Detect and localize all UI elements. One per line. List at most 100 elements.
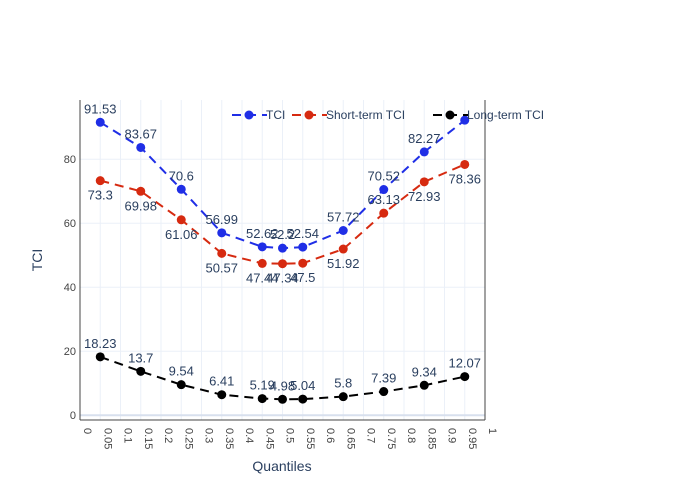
data-label: 63.13 (367, 192, 400, 207)
x-tick-label: 0.95 (466, 428, 478, 449)
data-label: 13.7 (128, 350, 153, 365)
series-0-point (298, 242, 308, 252)
data-label: 9.34 (412, 364, 437, 379)
data-label: 70.52 (367, 169, 400, 184)
legend-label: TCI (266, 108, 285, 122)
series-0-point (217, 228, 227, 238)
data-label: 57.72 (327, 209, 360, 224)
x-tick-label: 0.85 (425, 428, 437, 449)
x-tick-label: 0.7 (365, 428, 377, 443)
y-tick-label: 40 (64, 282, 76, 294)
data-label: 4.98 (270, 378, 295, 393)
data-label: 6.41 (209, 374, 234, 389)
x-tick-label: 0.75 (385, 428, 397, 449)
series-1-point (95, 176, 105, 186)
x-tick-label: 1 (486, 428, 498, 434)
series-2-point (460, 372, 470, 382)
x-tick-label: 0.1 (122, 428, 134, 443)
x-tick-label: 0.4 (243, 428, 255, 443)
data-label: 70.6 (169, 168, 194, 183)
x-tick-label: 0.25 (182, 428, 194, 449)
x-tick-label: 0.6 (324, 428, 336, 443)
series-0-point (136, 142, 146, 152)
data-label: 12.07 (448, 356, 481, 371)
series-2-point (136, 366, 146, 376)
series-0-point (257, 242, 267, 252)
series-2-point (95, 352, 105, 362)
data-label: 51.92 (327, 256, 360, 271)
x-tick-label: 0.15 (142, 428, 154, 449)
x-tick-label: 0 (81, 428, 93, 434)
data-label: 47.5 (290, 270, 315, 285)
x-axis-title: Quantiles (252, 458, 311, 474)
data-label: 18.23 (84, 336, 117, 351)
y-axis-title: TCI (29, 249, 45, 272)
series-1-point (298, 258, 308, 268)
series-1-point (217, 248, 227, 258)
data-label: 47.34 (266, 271, 299, 286)
y-tick-label: 60 (64, 218, 76, 230)
axes: 0 0.05 0.1 0.15 0.2 0.25 0.3 0.35 0.4 0.45 0.5 0.55… (64, 100, 498, 449)
data-label: 72.93 (408, 189, 441, 204)
data-label: 7.39 (371, 371, 396, 386)
series-0-point (379, 185, 389, 195)
data-label: 47.44 (246, 270, 279, 285)
series-1-point (176, 215, 186, 225)
series-1-point (419, 177, 429, 187)
legend-marker (244, 110, 254, 120)
x-tick-label: 0.65 (344, 428, 356, 449)
x-tick-label: 0.8 (405, 428, 417, 443)
series-1-point (338, 244, 348, 254)
legend-marker (304, 110, 314, 120)
x-tick-label: 0.05 (101, 428, 113, 449)
data-label: 9.54 (169, 364, 194, 379)
data-label: 73.3 (88, 188, 113, 203)
series (95, 115, 470, 404)
series-2-point (257, 394, 267, 404)
data-label: 5.8 (334, 376, 352, 391)
series-2-point (298, 394, 308, 404)
series-0-point (338, 225, 348, 235)
series-2-point (379, 387, 389, 397)
x-tick-label: 0.9 (446, 428, 458, 443)
data-label: 82.27 (408, 131, 441, 146)
series-0-point (176, 184, 186, 194)
series-2-point (217, 390, 227, 400)
legend: TCI Short-term TCI Long-term TCI (232, 108, 544, 122)
x-tick-label: 0.35 (223, 428, 235, 449)
x-tick-label: 0.45 (263, 428, 275, 449)
data-label: 5.19 (250, 378, 275, 393)
series-0-point (278, 243, 287, 253)
series-0-point (460, 115, 470, 125)
legend-label: Long-term TCI (467, 108, 544, 122)
x-tick-label: 0.2 (162, 428, 174, 443)
x-tick-label: 0.55 (304, 428, 316, 449)
series-2-point (419, 380, 429, 390)
data-label: 83.67 (124, 126, 157, 141)
legend-marker (445, 110, 455, 120)
x-tick-label: 0.5 (284, 428, 296, 443)
x-tick-label: 0.3 (203, 428, 215, 443)
data-label: 69.98 (124, 198, 157, 213)
data-label: 52.54 (286, 226, 319, 241)
y-tick-label: 0 (70, 410, 76, 422)
data-label: 91.53 (84, 101, 117, 116)
data-label: 50.57 (205, 260, 238, 275)
data-label: 5.04 (290, 378, 315, 393)
data-label: 52.62 (246, 226, 279, 241)
legend-label: Short-term TCI (326, 108, 405, 122)
series-1-point (136, 186, 146, 196)
y-tick-label: 80 (64, 154, 76, 166)
series-2-point (338, 392, 348, 402)
series-2-point (278, 394, 287, 404)
series-1-point (257, 258, 267, 268)
series-0-point (95, 117, 105, 127)
y-tick-label: 20 (64, 346, 76, 358)
data-label: 78.36 (448, 171, 481, 186)
data-label: 56.99 (205, 212, 238, 227)
series-1-point (278, 259, 287, 269)
series-1-point (379, 208, 389, 218)
data-label: 52.2 (270, 227, 295, 242)
